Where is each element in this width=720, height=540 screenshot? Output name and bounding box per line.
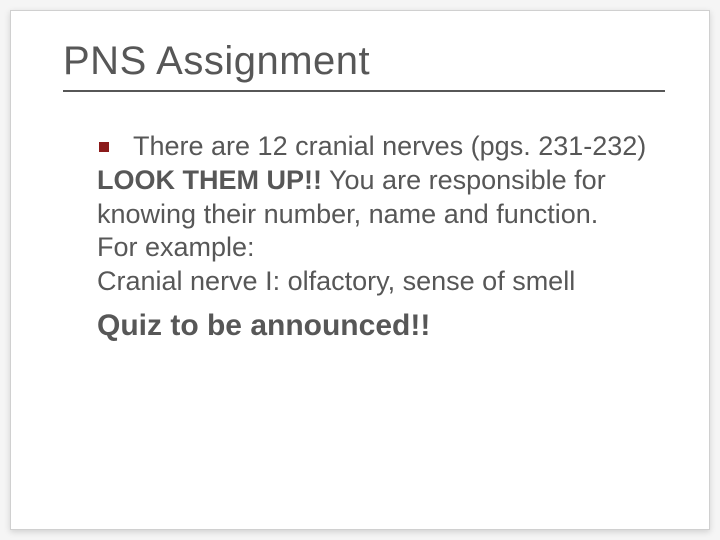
cranial-line: Cranial nerve I: olfactory, sense of sme… [97,265,655,299]
announce-line: Quiz to be announced!! [97,309,655,343]
example-line: For example: [97,231,655,265]
look-line: LOOK THEM UP!! You are responsible for k… [97,164,655,232]
bullet-text: There are 12 cranial nerves (pgs. 231-23… [133,131,646,161]
title-underline [63,90,665,92]
slide-title: PNS Assignment [63,39,665,84]
slide-body: There are 12 cranial nerves (pgs. 231-23… [63,130,665,343]
slide: PNS Assignment There are 12 cranial nerv… [10,10,710,530]
bullet-line: There are 12 cranial nerves (pgs. 231-23… [133,130,655,164]
square-bullet-icon [99,142,109,152]
look-them-up: LOOK THEM UP!! [97,165,322,195]
